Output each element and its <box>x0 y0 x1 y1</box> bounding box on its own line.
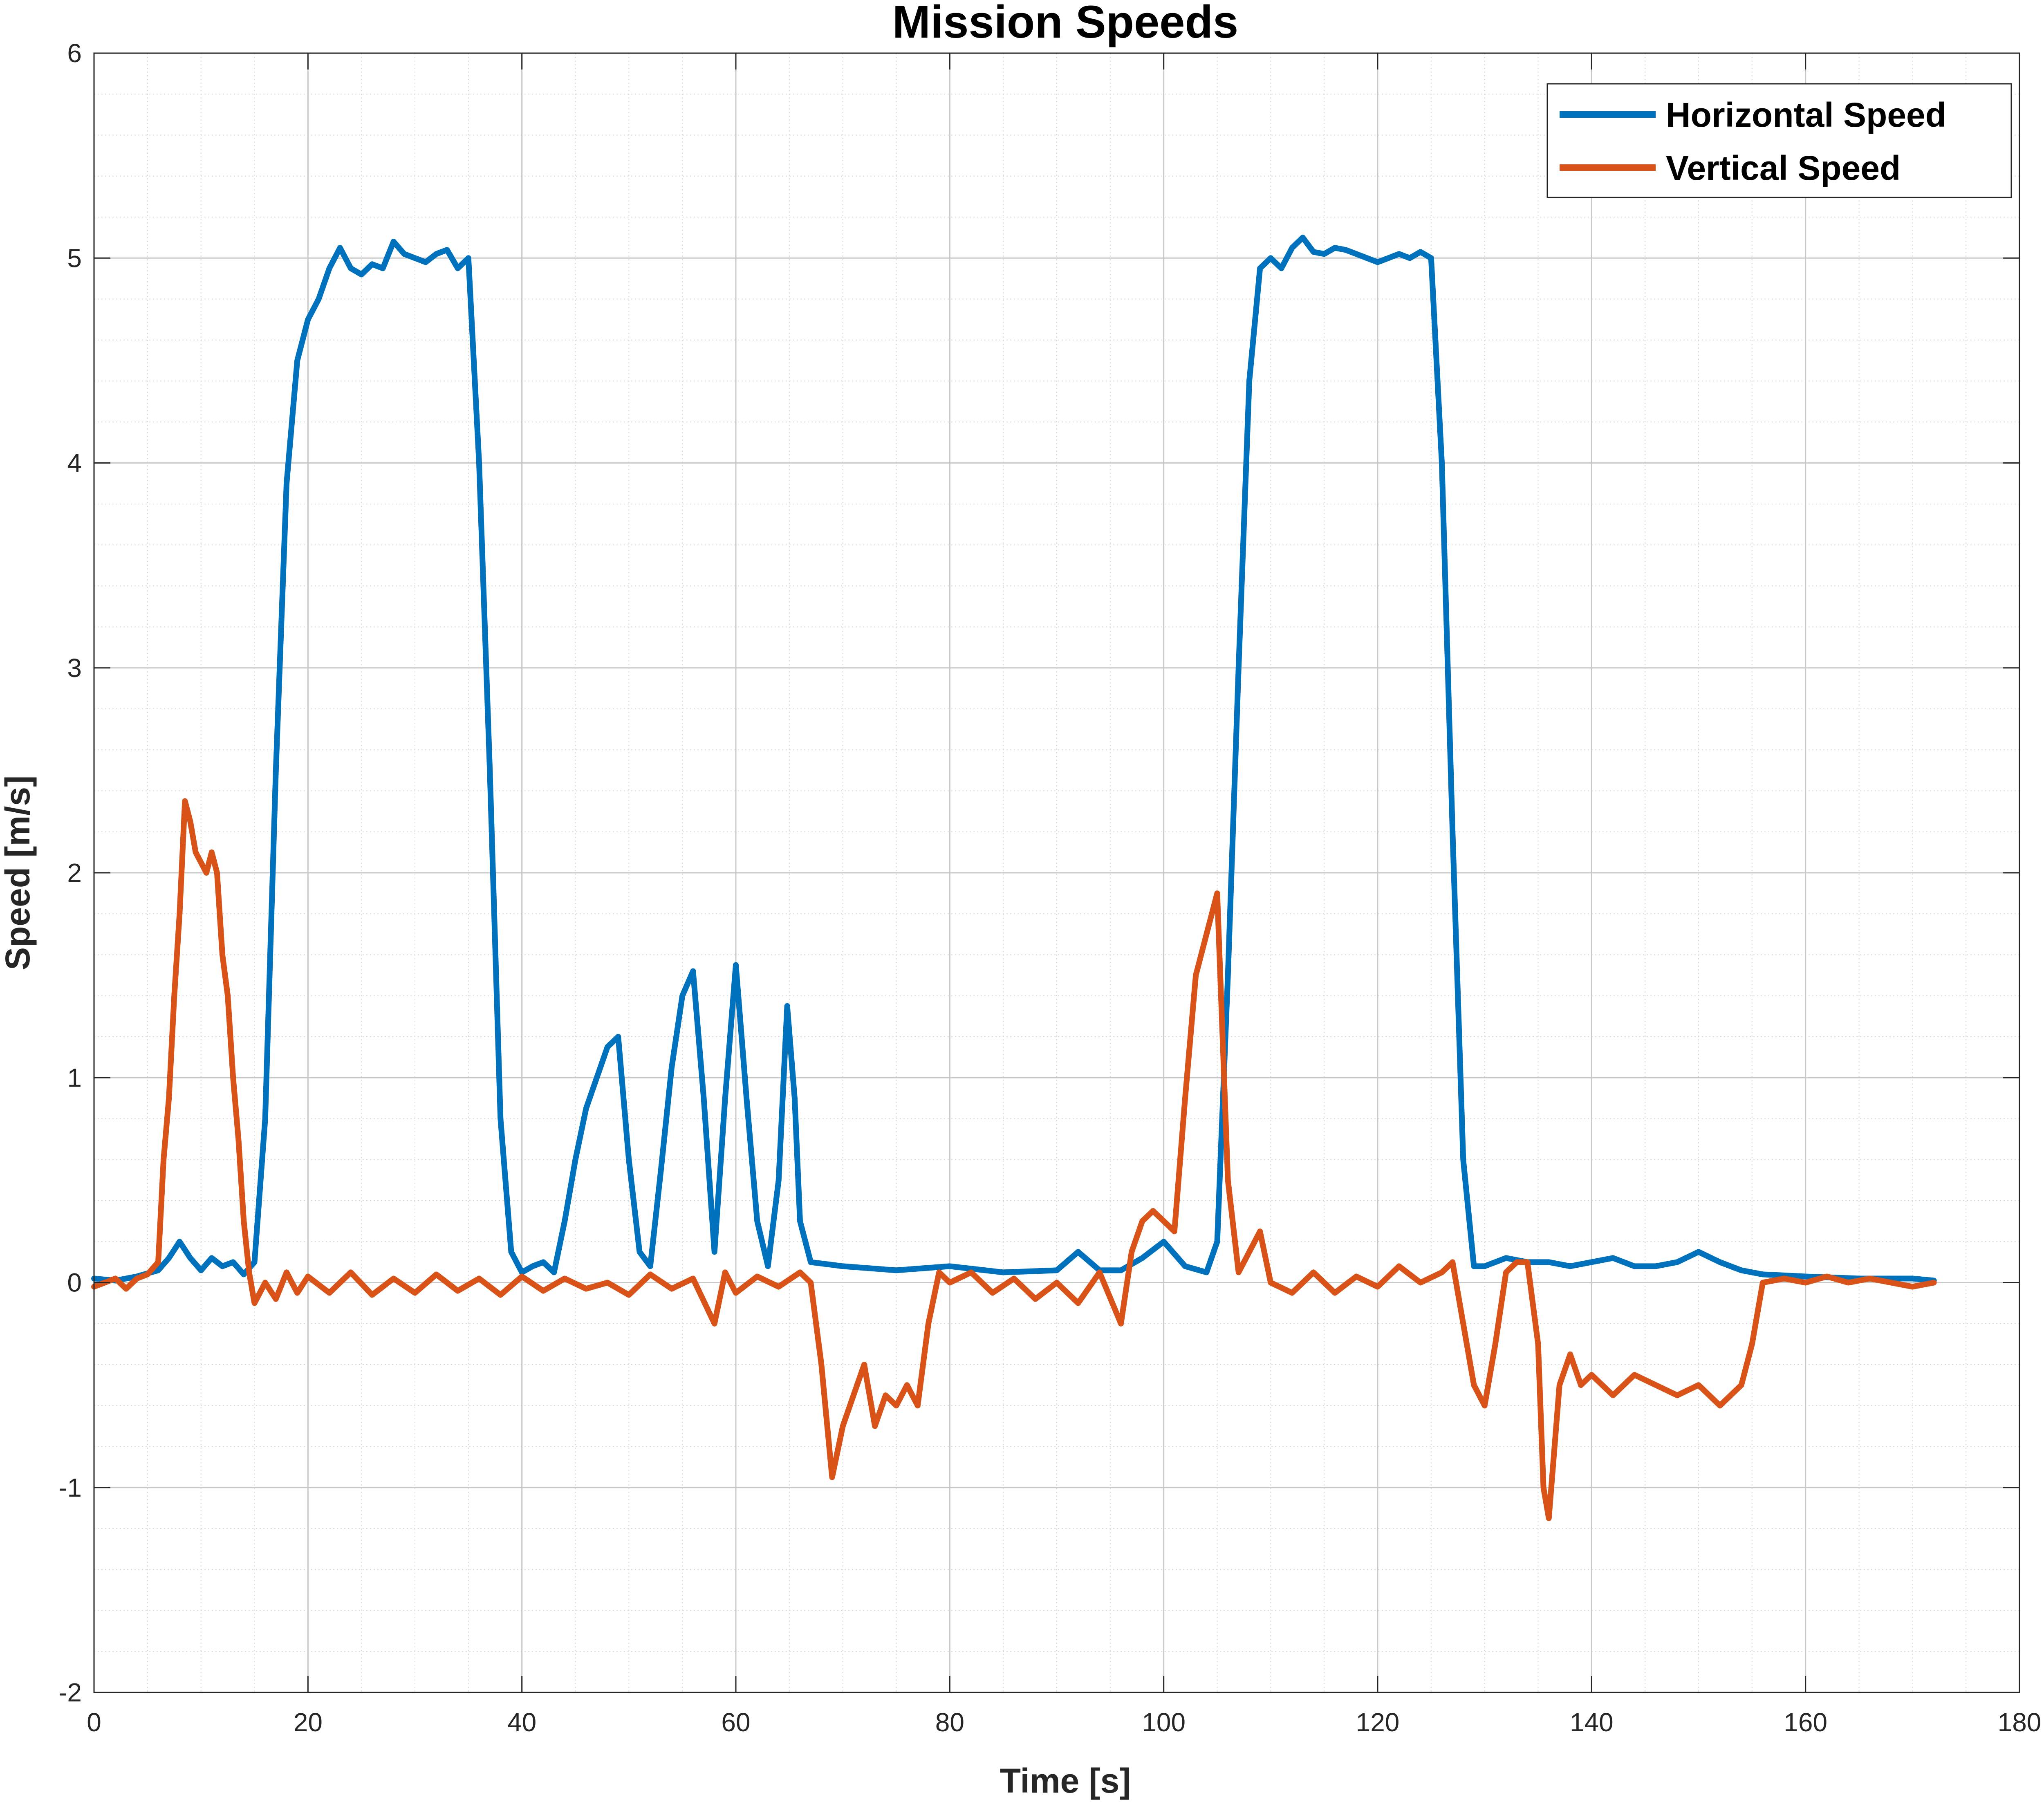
y-tick-label: 3 <box>67 653 82 683</box>
y-tick-label: 1 <box>67 1063 82 1092</box>
x-tick-label: 80 <box>935 1708 964 1737</box>
x-tick-label: 140 <box>1570 1708 1614 1737</box>
data-series <box>91 235 1937 1521</box>
y-axis-title: Speed [m/s] <box>0 775 37 970</box>
legend: Horizontal Speed Vertical Speed <box>1546 83 2012 198</box>
x-axis-title: Time [s] <box>1000 1762 1131 1800</box>
x-axis-tick-labels: 0 20 40 60 80 100 120 140 160 180 <box>87 1708 2041 1737</box>
x-tick-label: 60 <box>721 1708 750 1737</box>
y-axis-tick-labels: -2 -1 0 1 2 3 4 5 6 <box>58 38 82 1707</box>
x-tick-label: 100 <box>1142 1708 1186 1737</box>
y-tick-label: -1 <box>58 1473 82 1502</box>
y-tick-label: 4 <box>67 448 82 478</box>
chart-title: Mission Speeds <box>892 0 1238 47</box>
y-tick-label: 0 <box>67 1268 82 1298</box>
x-tick-label: 160 <box>1784 1708 1827 1737</box>
legend-box <box>1546 83 2012 198</box>
legend-label-vertical-speed: Vertical Speed <box>1666 149 1901 187</box>
y-tick-label: -2 <box>58 1678 82 1707</box>
y-tick-label: 5 <box>67 243 82 273</box>
y-tick-label: 6 <box>67 38 82 68</box>
y-axis-ticks <box>94 52 2019 1693</box>
y-tick-label: 2 <box>67 858 82 888</box>
x-tick-label: 0 <box>87 1708 101 1737</box>
x-tick-label: 120 <box>1356 1708 1400 1737</box>
legend-label-horizontal-speed: Horizontal Speed <box>1666 96 1946 134</box>
series-line-vertical-speed <box>91 798 1937 1521</box>
x-tick-label: 40 <box>507 1708 536 1737</box>
series-line-horizontal-speed <box>91 235 1937 1284</box>
x-tick-label: 180 <box>1998 1708 2042 1737</box>
x-tick-label: 20 <box>294 1708 323 1737</box>
x-axis-ticks <box>93 53 2020 1692</box>
